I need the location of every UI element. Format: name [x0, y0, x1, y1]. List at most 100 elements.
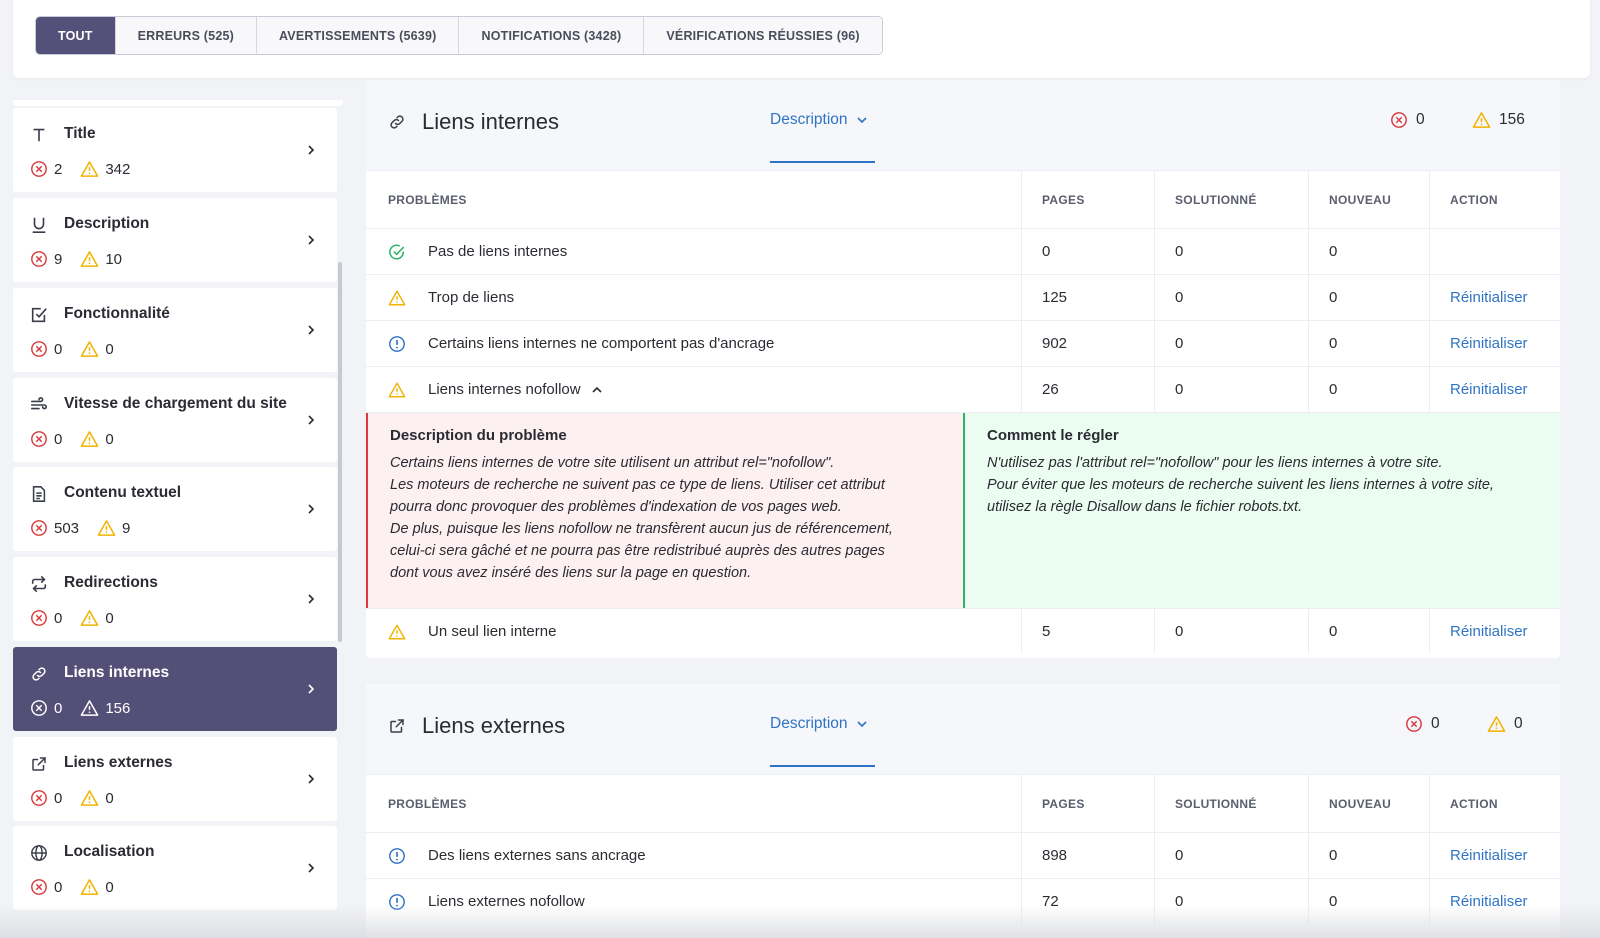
reset-button[interactable]: Réinitialiser — [1450, 335, 1528, 352]
warning-icon — [388, 381, 406, 399]
problem-label: Certains liens internes ne comportent pa… — [428, 335, 775, 352]
tab-notifications[interactable]: NOTIFICATIONS (3428) — [459, 17, 645, 54]
chevron-up-icon[interactable] — [591, 384, 603, 396]
error-count-value: 0 — [54, 609, 63, 627]
checkbox-icon — [30, 306, 48, 324]
problem-cell: Certains liens internes ne comportent pa… — [388, 335, 774, 353]
problem-title: Description du problème — [390, 427, 567, 444]
sidebar-item[interactable]: Vitesse de chargement du site 0 0 — [13, 378, 337, 462]
sidebar-item[interactable]: Localisation 0 0 — [13, 826, 337, 910]
error-count-value: 0 — [54, 430, 63, 448]
problem-label: Pas de liens internes — [428, 243, 568, 260]
sidebar-item[interactable]: Fonctionnalité 0 0 — [13, 288, 337, 372]
error-icon — [30, 699, 48, 717]
table-row[interactable]: Des liens externes sans ancrage 898 0 0 Réin… — [366, 832, 1560, 878]
error-count-value: 0 — [1416, 111, 1425, 128]
col-problems: PROBLÈMES — [388, 192, 467, 207]
solved-cell: 0 — [1154, 321, 1308, 366]
internal-links-header: Liens internes Description 0 156 — [366, 80, 1560, 170]
check-circle-icon — [388, 243, 406, 261]
sidebar-item-label: Contenu textuel — [64, 484, 182, 501]
link-icon — [30, 665, 48, 683]
tab-all[interactable]: TOUT — [36, 17, 116, 54]
error-count-value: 0 — [54, 699, 63, 717]
reset-button[interactable]: Réinitialiser — [1450, 623, 1528, 640]
tab-passed-checks[interactable]: VÉRIFICATIONS RÉUSSIES (96) — [644, 17, 882, 54]
sidebar-item-label: Redirections — [64, 574, 158, 591]
issue-details: Description du problème Certains liens i… — [366, 412, 1560, 608]
error-count: 0 — [1390, 111, 1425, 129]
sidebar-item-label: Liens internes — [64, 664, 170, 681]
col-solved: SOLUTIONNÉ — [1154, 171, 1308, 228]
table-row[interactable]: Un seul lien interne 5 0 0 Réinitialiser — [366, 608, 1560, 654]
reset-button[interactable]: Réinitialiser — [1450, 381, 1528, 398]
error-count-value: 0 — [1431, 715, 1440, 732]
description-dropdown[interactable]: Description — [770, 111, 875, 163]
col-action: ACTION — [1429, 171, 1560, 228]
tab-warnings[interactable]: AVERTISSEMENTS (5639) — [256, 17, 460, 54]
table-row[interactable]: Certains liens internes ne comportent pa… — [366, 320, 1560, 366]
sidebar-scrollbar[interactable] — [338, 262, 342, 642]
sidebar-item[interactable]: Redirections 0 0 — [13, 557, 337, 641]
col-pages: PAGES — [1021, 775, 1154, 832]
sidebar-item-counts: 0 156 — [30, 699, 148, 717]
col-new: NOUVEAU — [1308, 171, 1429, 228]
chevron-right-icon — [308, 325, 315, 335]
problem-cell: Des liens externes sans ancrage — [388, 847, 646, 865]
col-action: ACTION — [1429, 775, 1560, 832]
speed-icon — [30, 396, 48, 414]
action-cell: Réinitialiser — [1429, 275, 1560, 320]
problem-cell: Liens internes nofollow — [388, 381, 603, 399]
warning-count-value: 0 — [1514, 715, 1523, 732]
sidebar-item-label: Description — [64, 215, 150, 232]
new-cell: 0 — [1308, 367, 1429, 412]
problem-label: Des liens externes sans ancrage — [428, 847, 646, 864]
pages-cell: 26 — [1021, 367, 1154, 412]
description-dropdown[interactable]: Description — [770, 715, 875, 767]
problem-cell: Pas de liens internes — [388, 243, 567, 261]
sidebar-item[interactable]: Liens internes 0 156 — [13, 647, 337, 731]
action-cell: Réinitialiser — [1429, 367, 1560, 412]
tab-errors[interactable]: ERREURS (525) — [115, 17, 257, 54]
globe-icon — [30, 844, 48, 862]
solved-cell: 0 — [1154, 833, 1308, 878]
error-icon — [1391, 112, 1407, 128]
col-solved: SOLUTIONNÉ — [1154, 775, 1308, 832]
new-cell: 0 — [1308, 321, 1429, 366]
sidebar-item-label: Vitesse de chargement du site — [64, 395, 287, 412]
sidebar-item[interactable]: Title 2 342 — [13, 108, 337, 192]
warning-count-value: 342 — [105, 160, 131, 178]
reset-button[interactable]: Réinitialiser — [1450, 289, 1528, 306]
sidebar-item[interactable]: Description 9 10 — [13, 198, 337, 282]
problem-cell: Un seul lien interne — [388, 623, 556, 641]
filter-bar: TOUT ERREURS (525) AVERTISSEMENTS (5639)… — [13, 0, 1590, 78]
solved-cell: 0 — [1154, 275, 1308, 320]
warning-icon — [388, 623, 406, 641]
sidebar-item[interactable]: Contenu textuel 503 9 — [13, 467, 337, 551]
sidebar-item[interactable]: Liens externes 0 0 — [13, 737, 337, 821]
fix-text: N'utilisez pas l'attribut rel="nofollow"… — [987, 455, 1494, 515]
table-row[interactable]: Pas de liens internes 0 0 0 — [366, 228, 1560, 274]
pages-cell: 898 — [1021, 833, 1154, 878]
table-row[interactable]: Liens internes nofollow 26 0 0 Réinitialiser — [366, 366, 1560, 412]
chevron-down-icon — [856, 117, 867, 124]
action-cell: Réinitialiser — [1429, 833, 1560, 878]
warning-icon — [80, 878, 99, 896]
table-row[interactable]: Trop de liens 125 0 0 Réinitialiser — [366, 274, 1560, 320]
col-problems: PROBLÈMES — [388, 796, 467, 811]
description-label: Description — [770, 715, 848, 732]
fix-title: Comment le régler — [987, 427, 1119, 444]
warning-icon — [80, 250, 99, 268]
table-header: PROBLÈMES PAGES SOLUTIONNÉ NOUVEAU ACTIO… — [366, 170, 1560, 228]
action-cell — [1429, 229, 1560, 274]
solved-cell: 0 — [1154, 879, 1308, 924]
redirect-icon — [30, 575, 48, 593]
warning-count-value: 0 — [105, 609, 114, 627]
warning-icon — [80, 699, 99, 717]
warning-icon — [80, 609, 99, 627]
warning-icon — [80, 160, 99, 178]
solved-cell: 0 — [1154, 367, 1308, 412]
error-count-value: 0 — [54, 340, 63, 358]
reset-button[interactable]: Réinitialiser — [1450, 847, 1528, 864]
